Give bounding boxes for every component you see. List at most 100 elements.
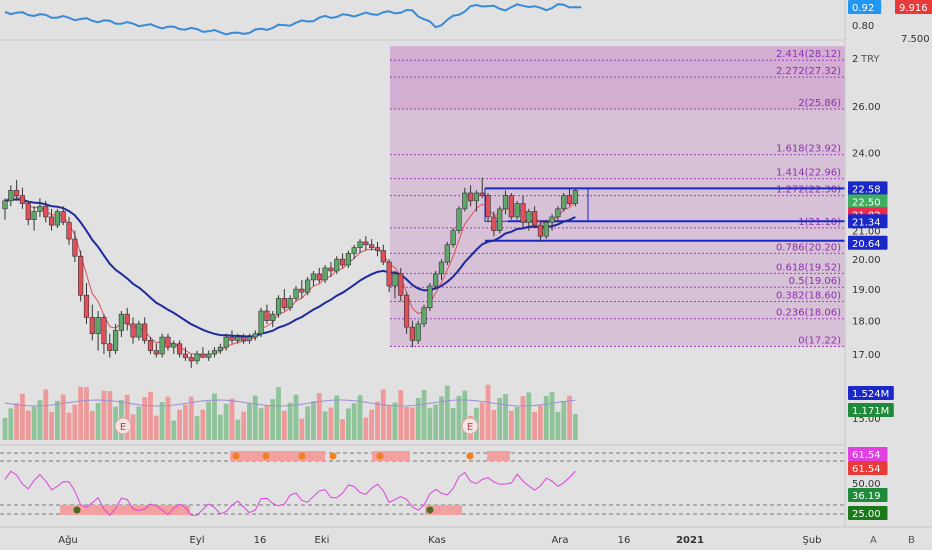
candle-up xyxy=(473,192,480,202)
candle-down xyxy=(78,255,84,296)
candle-down xyxy=(316,273,322,281)
volume-bar xyxy=(130,414,136,440)
candle-up xyxy=(118,313,124,331)
volume-bar xyxy=(532,412,538,440)
candle-up xyxy=(287,298,293,309)
overbought-zone xyxy=(372,451,410,461)
candle-down xyxy=(72,238,78,257)
volume-bar xyxy=(427,408,433,440)
signal-dot xyxy=(329,452,337,460)
candle-down xyxy=(89,317,95,335)
axis-corner-button: A xyxy=(870,535,877,546)
volume-bar xyxy=(351,403,357,440)
price-badge xyxy=(848,194,888,209)
price-tick: 17.00 xyxy=(852,350,881,361)
price-tick: 20.00 xyxy=(852,255,881,266)
volume-bar xyxy=(322,411,328,440)
candle-down xyxy=(229,336,235,341)
volume-bar xyxy=(223,403,229,440)
price-badge-label: 1.171M xyxy=(852,406,889,417)
volume-bar xyxy=(567,395,572,440)
volume-bar xyxy=(421,390,427,440)
volume-bar xyxy=(305,406,311,440)
ratio-tick: 2 xyxy=(852,54,858,65)
fib-level-label: 0.618(19.52) xyxy=(776,262,841,273)
candle-down xyxy=(66,222,72,240)
candle-up xyxy=(37,205,43,212)
volume-bar xyxy=(392,402,398,440)
price-tick: 19.00 xyxy=(852,285,881,296)
price-badge xyxy=(848,488,888,502)
time-tick: Ağu xyxy=(58,534,78,546)
rsi-line xyxy=(4,470,576,517)
volume-bar xyxy=(514,407,520,440)
volume-bar xyxy=(456,395,462,440)
volume-bar xyxy=(212,393,217,440)
candle-up xyxy=(235,336,241,341)
time-tick: Şub xyxy=(802,535,821,546)
candle-down xyxy=(165,336,171,348)
candle-up xyxy=(112,330,119,351)
volume-bar xyxy=(375,401,380,440)
volume-bar xyxy=(217,414,223,440)
candle-up xyxy=(444,244,450,263)
price-tick: 18.00 xyxy=(852,317,881,328)
candle-down xyxy=(241,336,247,341)
volume-bar xyxy=(2,417,8,440)
volume-bar xyxy=(369,409,375,440)
candle-down xyxy=(374,247,381,251)
candle-down xyxy=(153,350,159,355)
candle-up xyxy=(549,216,555,223)
volume-bar xyxy=(357,395,363,440)
candle-down xyxy=(328,267,334,272)
volume-bar xyxy=(281,410,287,440)
earnings-marker-label: E xyxy=(467,422,473,433)
candle-up xyxy=(54,211,60,226)
candle-down xyxy=(479,192,485,196)
candle-up xyxy=(310,273,317,281)
price-tick: 21.00 xyxy=(852,227,881,238)
candle-down xyxy=(101,317,107,345)
ratio-line xyxy=(4,3,582,36)
candle-up xyxy=(211,350,218,355)
candle-up xyxy=(555,208,561,218)
volume-bar xyxy=(25,410,31,440)
volume-bar xyxy=(206,401,212,440)
candle-up xyxy=(305,279,311,293)
volume-bar xyxy=(549,392,555,440)
volume-bar xyxy=(415,398,421,440)
candle-up xyxy=(438,261,445,275)
price-badge xyxy=(848,447,888,461)
overbought-zone xyxy=(230,451,325,461)
candle-down xyxy=(363,241,369,246)
volume-bar xyxy=(20,393,25,440)
price-badge-label: 20.64 xyxy=(852,239,881,250)
volume-bar xyxy=(89,411,95,440)
candle-up xyxy=(462,192,468,210)
volume-bar xyxy=(177,409,182,440)
price-badge xyxy=(848,386,894,400)
candle-down xyxy=(520,203,526,223)
signal-dot xyxy=(298,452,306,460)
candle-up xyxy=(351,247,357,254)
volume-bar xyxy=(235,419,241,440)
price-badge-label: 36.19 xyxy=(852,491,881,502)
candle-down xyxy=(369,244,375,248)
candle-up xyxy=(450,230,456,246)
signal-dot xyxy=(262,452,270,460)
candle-up xyxy=(293,288,299,299)
volume-bar xyxy=(229,398,235,440)
volume-bar xyxy=(43,389,49,440)
price-panel[interactable]: 2.414(28.12) 2.272(27.32) 2(25.86) 1.618(23… xyxy=(2,46,845,368)
candle-down xyxy=(147,340,154,351)
candle-down xyxy=(467,192,474,202)
volume-bar xyxy=(194,416,200,440)
candle-down xyxy=(83,294,90,318)
volume-bar xyxy=(107,391,113,440)
candle-up xyxy=(415,323,421,341)
volume-bar xyxy=(462,390,468,440)
candle-down xyxy=(508,195,514,218)
